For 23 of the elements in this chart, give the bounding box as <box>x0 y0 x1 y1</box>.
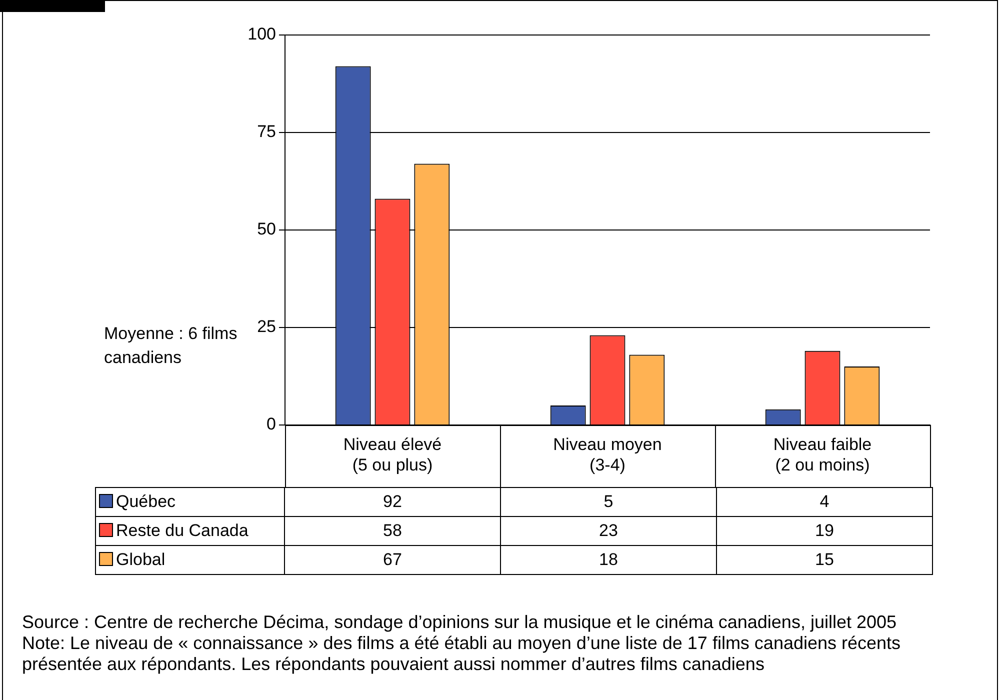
data-label: 67 <box>284 546 500 574</box>
data-label: 5 <box>500 488 716 516</box>
x-tick-label: Niveau moyen (3-4) <box>553 434 662 474</box>
data-label: 18 <box>500 546 716 574</box>
x-tick-label: Niveau faible (2 ou moins) <box>773 434 872 474</box>
data-label: 19 <box>716 516 932 546</box>
source-note: Source : Centre de recherche Décima, sondage d’opinions sur la musique et le cinéma canadiens, juillet 2005 <box>22 612 898 633</box>
y-tick-label: 25 <box>257 317 276 336</box>
data-label: 58 <box>284 516 500 546</box>
y-tick-label: 50 <box>257 220 276 239</box>
legend-label: Global <box>96 546 284 574</box>
legend-label: Québec <box>96 488 284 516</box>
data-label: 15 <box>716 546 932 574</box>
x-tick-label: Niveau élevé (5 ou plus) <box>343 434 442 474</box>
y-tick-label: 75 <box>257 122 276 142</box>
data-label: 23 <box>500 516 716 546</box>
text: Moyenne : 6 films canadiens <box>104 323 238 369</box>
data-label: 4 <box>716 488 932 516</box>
y-tick-label: 100 <box>248 24 276 44</box>
legend-label: Reste du Canada <box>96 516 284 546</box>
y-tick-label: 0 <box>266 414 276 434</box>
data-label: 92 <box>284 488 500 516</box>
text: Note: Le niveau de « connaissance » des films a été établi au moyen d’une liste de 17 films canadiens récents présentée aux répondants. Les répondants pouvaient aussi nommer d’autres films canadiens <box>22 633 902 675</box>
